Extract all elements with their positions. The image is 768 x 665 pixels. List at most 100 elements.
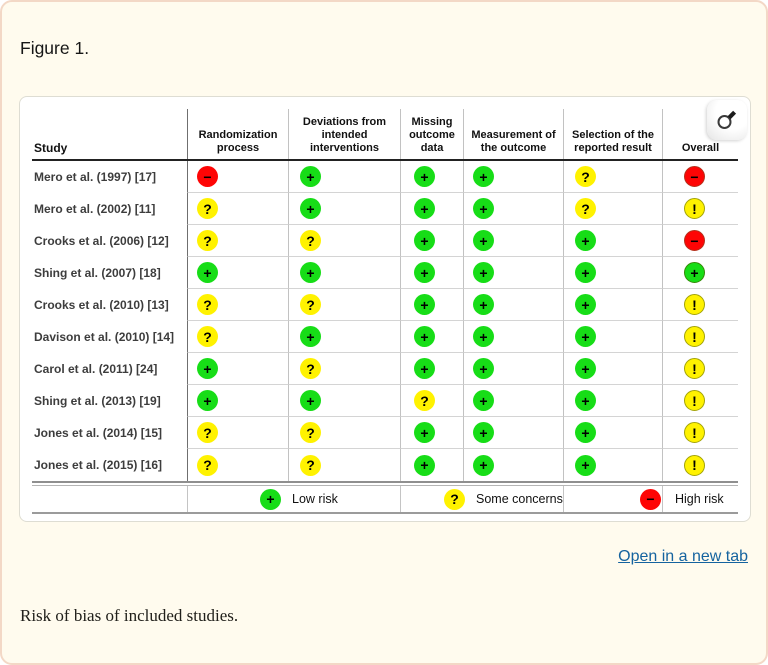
judgment-cell: + (288, 161, 400, 193)
low-risk-icon: + (575, 326, 596, 347)
judgment-cell: ? (187, 417, 288, 449)
low-risk-icon: + (414, 294, 435, 315)
some-concerns-icon: ? (300, 294, 321, 315)
legend-cell (32, 486, 187, 512)
judgment-cell: ! (662, 289, 738, 321)
rob-table: Study Randomization process Deviations fro… (32, 109, 738, 514)
some-concerns-icon: ? (414, 390, 435, 411)
low-risk-icon: + (473, 166, 494, 187)
some-concerns-icon: ? (197, 230, 218, 251)
low-risk-icon: + (575, 262, 596, 283)
some-concerns-icon: ? (197, 294, 218, 315)
low-risk-icon: + (300, 262, 321, 283)
low-risk-icon: + (473, 390, 494, 411)
judgment-cell: + (662, 257, 738, 289)
judgment-cell: + (288, 385, 400, 417)
legend-low-risk-label: Low risk (292, 492, 338, 506)
legend-high-risk-label: High risk (675, 492, 724, 506)
judgment-cell: ! (662, 385, 738, 417)
study-row: Jones et al. (2015) [16]?? + + +! (32, 449, 738, 481)
judgment-cell: ! (662, 321, 738, 353)
low-risk-icon: + (414, 230, 435, 251)
low-risk-icon: + (575, 358, 596, 379)
low-risk-icon: + (473, 198, 494, 219)
legend-cell: ? Some concerns (400, 486, 563, 512)
judgment-cell: + (463, 353, 563, 385)
judgment-cell: + (463, 257, 563, 289)
low-risk-icon: + (473, 422, 494, 443)
some-concerns-icon: ! (684, 294, 705, 315)
judgment-cell: − (187, 161, 288, 193)
judgment-cell: + (563, 225, 662, 257)
study-row: Mero et al. (1997) [17] − + + +? − (32, 161, 738, 193)
judgment-cell: + (563, 257, 662, 289)
some-concerns-icon: ! (684, 198, 705, 219)
judgment-cell: ! (662, 353, 738, 385)
low-risk-icon: + (300, 166, 321, 187)
judgment-cell: + (187, 257, 288, 289)
high-risk-icon: − (684, 166, 705, 187)
judgment-cell: + (463, 289, 563, 321)
judgment-cell: + (563, 417, 662, 449)
rob-legend: + Low risk? Some concerns − High risk (32, 486, 738, 514)
high-risk-icon: − (197, 166, 218, 187)
rob-table-body: Mero et al. (1997) [17] − + + +? − Mero et al.… (32, 161, 738, 481)
study-label: Jones et al. (2015) [16] (34, 458, 163, 472)
figure-panel: Study Randomization process Deviations fro… (19, 96, 751, 522)
low-risk-icon: + (575, 294, 596, 315)
judgment-cell: ! (662, 449, 738, 481)
some-concerns-icon: ? (197, 422, 218, 443)
low-risk-icon: + (575, 454, 596, 476)
judgment-cell: + (400, 449, 463, 481)
judgment-cell: + (400, 321, 463, 353)
open-in-new-tab-link[interactable]: Open in a new tab (618, 548, 748, 565)
domain-column-header: Deviations from intended interventions (288, 109, 400, 159)
low-risk-icon: + (197, 358, 218, 379)
study-row: Shing et al. (2013) [19] + +? + +! (32, 385, 738, 417)
some-concerns-icon: ? (300, 422, 321, 443)
judgment-cell: ? (288, 289, 400, 321)
domain-column-header: Selection of the reported result (563, 109, 662, 159)
header-underline (32, 159, 738, 161)
judgment-cell: ? (187, 225, 288, 257)
study-label: Mero et al. (1997) [17] (34, 170, 157, 184)
judgment-cell: + (563, 385, 662, 417)
zoom-figure-button[interactable] (707, 100, 747, 140)
study-label: Carol et al. (2011) [24] (34, 362, 158, 376)
domain-column-header: Overall (662, 109, 738, 159)
some-concerns-icon: ? (300, 230, 321, 251)
judgment-cell: + (463, 225, 563, 257)
judgment-cell: + (463, 417, 563, 449)
low-risk-icon: + (575, 230, 596, 251)
low-risk-icon: + (473, 230, 494, 251)
judgment-cell: ? (187, 321, 288, 353)
low-risk-icon: + (414, 358, 435, 379)
low-risk-icon: + (473, 294, 494, 315)
legend-cell: High risk (662, 486, 738, 512)
judgment-cell: ? (400, 385, 463, 417)
high-risk-icon: − (684, 230, 705, 251)
figure-caption: Risk of bias of included studies. (20, 606, 239, 625)
low-risk-icon: + (414, 422, 435, 443)
some-concerns-icon: ? (575, 166, 596, 187)
low-risk-icon: + (575, 422, 596, 443)
low-risk-icon: + (414, 454, 435, 476)
judgment-cell: + (288, 257, 400, 289)
study-label: Crooks et al. (2006) [12] (34, 234, 169, 248)
study-row: Crooks et al. (2006) [12]?? + + + − (32, 225, 738, 257)
judgment-cell: + (400, 417, 463, 449)
judgment-cell: − (662, 161, 738, 193)
legend-cell: − (563, 486, 662, 512)
domain-column-header: Measurement of the outcome (463, 109, 563, 159)
judgment-cell: ? (288, 225, 400, 257)
rob-table-header: Study Randomization process Deviations fro… (32, 109, 738, 159)
low-risk-icon: + (300, 326, 321, 347)
figure-label: Figure 1. (20, 38, 90, 58)
study-row: Carol et al. (2011) [24] +? + + +! (32, 353, 738, 385)
judgment-cell: + (400, 289, 463, 321)
judgment-cell: + (463, 193, 563, 225)
study-label: Crooks et al. (2010) [13] (34, 298, 169, 312)
judgment-cell: + (463, 321, 563, 353)
judgment-cell: ? (288, 449, 400, 481)
